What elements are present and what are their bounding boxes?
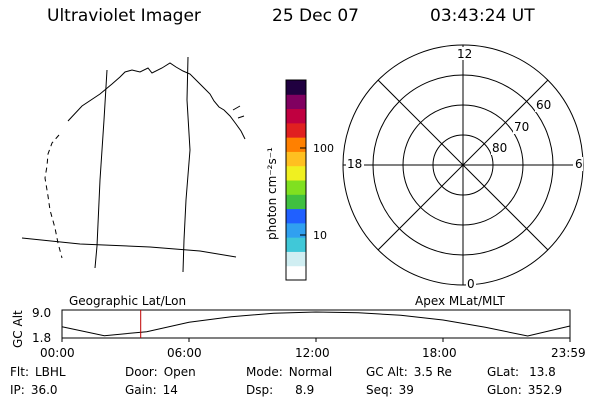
door-label: Door: [125,365,158,379]
colorbar-tick-label-10: 10 [313,229,327,242]
colorbar-band [286,122,306,138]
x-tick-label-1800: 18:00 [422,346,457,360]
coastline-fragment [232,105,245,119]
mlt-label-0: 0 [467,277,475,291]
gain-value: 14 [162,383,178,397]
colorbar-band [286,237,306,252]
glat-field: GLat: 13.8 [487,365,556,379]
mlt-label-18: 18 [347,157,362,171]
glon-field: GLon: 352.9 [487,383,562,397]
y-tick-9: 9.0 [32,306,51,320]
timeline-frame [61,309,571,339]
glat-value: 13.8 [529,365,556,379]
geographic-label: Geographic Lat/Lon [69,294,186,308]
dsp-value: 8.9 [295,383,315,397]
gc-alt-label: GC Alt: [366,365,408,379]
timeline-x-ticks [61,338,571,342]
door-field: Door: Open [125,365,196,379]
ip-field: IP: 36.0 [10,383,58,397]
latitude-line [21,237,237,258]
dsp-label: Dsp: [246,383,274,397]
colorbar-band [286,108,306,124]
longitude-line-1 [94,69,108,269]
colorbar-band [286,137,306,152]
glat-label: GLat: [487,365,520,379]
flt-field: Flt: LBHL [10,365,66,379]
colorbar-band [286,165,306,181]
mode-label: Mode: [246,365,283,379]
geographic-map [21,56,246,273]
colorbar [286,80,306,281]
time-label: 03:43:24 UT [430,6,535,26]
colorbar-band [286,94,306,110]
glon-value: 352.9 [527,383,563,397]
door-value: Open [163,365,196,379]
ip-label: IP: [10,383,25,397]
colorbar-band [286,251,306,267]
colorbar-band [286,208,306,224]
apex-label: Apex MLat/MLT [415,294,505,308]
flt-value: LBHL [34,365,66,379]
gc-alt-value: 3.5 Re [413,365,452,379]
instrument-title: Ultraviolet Imager [47,6,201,26]
colorbar-unit-label: photon cm⁻²s⁻¹ [265,147,279,240]
mode-value: Normal [288,365,333,379]
ip-value: 36.0 [30,383,58,397]
x-tick-label-2359: 23:59 [551,346,586,360]
colorbar-tick-label-100: 100 [313,142,334,155]
gain-label: Gain: [125,383,157,397]
colorbar-band [286,194,306,210]
mlt-label-12: 12 [457,47,472,61]
colorbar-band [286,180,306,195]
mlt-diagonal-2 [377,79,549,251]
gain-field: Gain: 14 [125,383,178,397]
colorbar-band [286,265,306,281]
x-tick-label-0600: 06:00 [167,346,202,360]
longitude-line-2 [182,56,191,273]
date-label: 25 Dec 07 [272,6,359,26]
colorbar-band [286,80,306,95]
gc-alt-field: GC Alt: 3.5 Re [366,365,452,379]
seq-label: Seq: [366,383,393,397]
colorbar-band [286,222,306,238]
lat-label-80: 80 [492,141,507,155]
lat-label-70: 70 [514,120,529,134]
glon-label: GLon: [487,383,522,397]
lat-label-60: 60 [536,98,551,112]
coastline [67,62,246,140]
x-tick-label-0000: 00:00 [40,346,75,360]
flt-label: Flt: [10,365,29,379]
gc-alt-series-line [61,311,571,337]
colorbar-band [286,151,306,167]
coastline-west [44,134,63,259]
mode-field: Mode: Normal [246,365,332,379]
gc-alt-axis-title: GC Alt [11,310,25,348]
y-tick-1.8: 1.8 [32,331,51,345]
x-tick-label-1200: 12:00 [295,346,330,360]
dsp-field: Dsp: 8.9 [246,383,314,397]
mlt-label-6: 6 [575,157,583,171]
seq-field: Seq: 39 [366,383,414,397]
polar-plot [342,44,584,286]
seq-value: 39 [398,383,414,397]
colorbar-frame [285,79,307,281]
